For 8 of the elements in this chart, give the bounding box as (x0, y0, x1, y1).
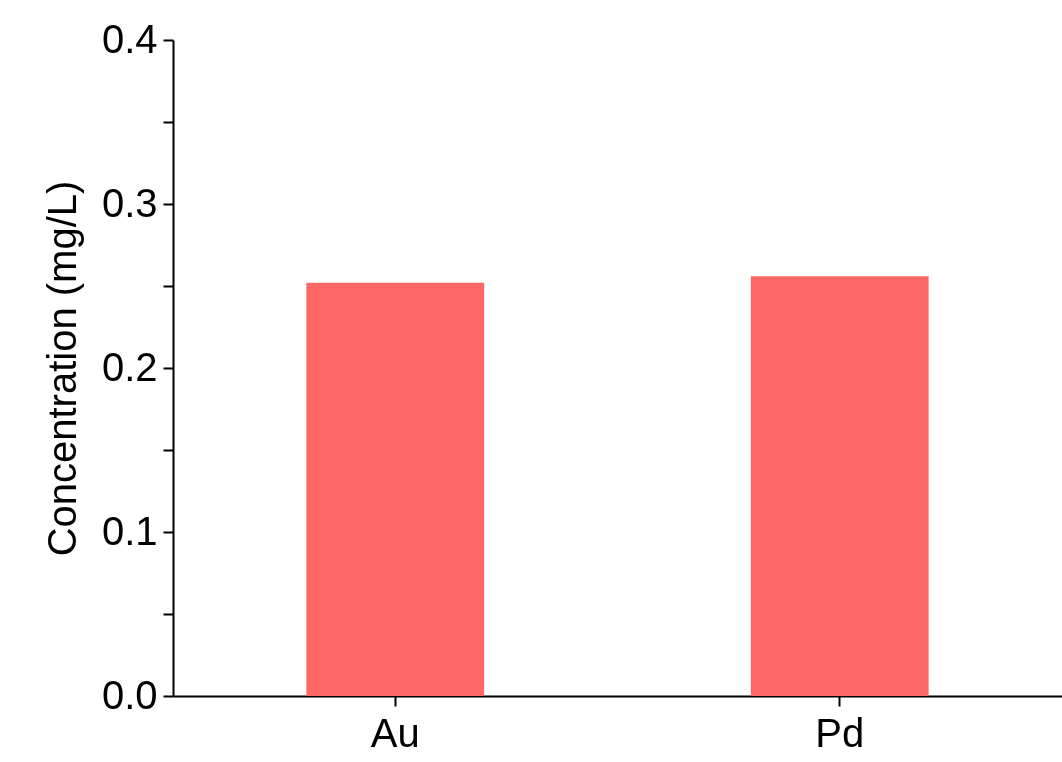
y-tick-label: 0.1 (101, 508, 158, 553)
y-tick-label: 0.4 (101, 16, 158, 61)
x-tick-label: Au (370, 710, 420, 755)
y-axis-title: Concentration (mg/L) (39, 180, 84, 557)
x-tick-label: Pd (815, 710, 865, 755)
y-tick-label: 0.2 (101, 344, 158, 389)
y-tick-label: 0.0 (101, 672, 158, 717)
y-tick-label: 0.3 (101, 180, 158, 225)
